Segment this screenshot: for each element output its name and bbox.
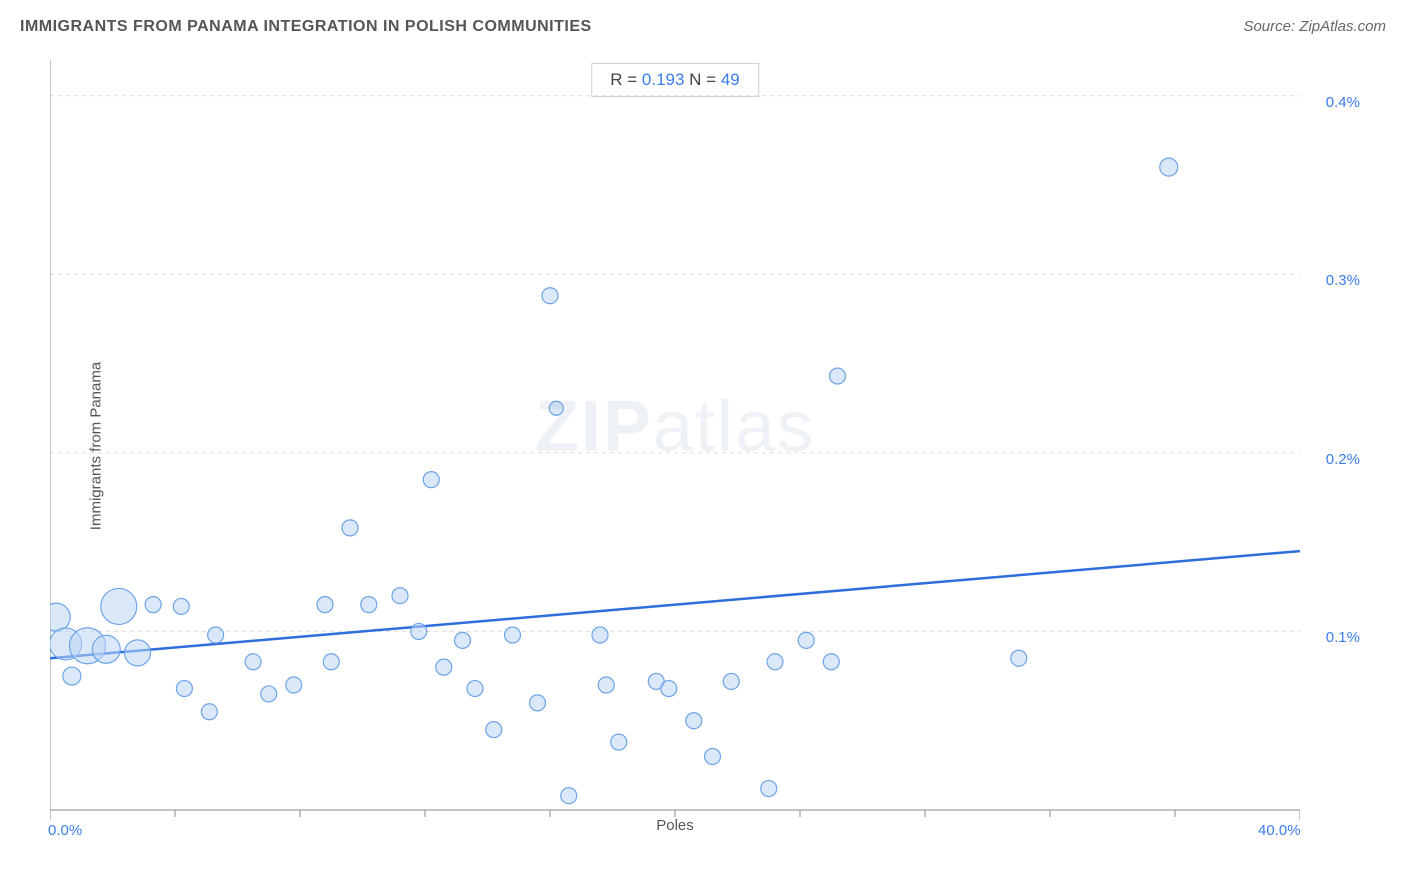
x-tick-label: 0.0% [48,822,82,839]
y-tick-label: 0.2% [1326,451,1360,468]
chart-header: IMMIGRANTS FROM PANAMA INTEGRATION IN PO… [20,18,1386,48]
chart-area: R = 0.193 N = 49 ZIPatlas Poles 0.1%0.2%… [50,60,1300,840]
y-tick-label: 0.1% [1326,629,1360,646]
scatter-plot [50,60,1300,840]
x-tick-label: 40.0% [1258,822,1301,839]
source-attribution: Source: ZipAtlas.com [1243,18,1386,35]
x-axis-label: Poles [656,817,694,834]
chart-title: IMMIGRANTS FROM PANAMA INTEGRATION IN PO… [20,18,592,35]
y-tick-label: 0.4% [1326,94,1360,111]
y-tick-label: 0.3% [1326,272,1360,289]
